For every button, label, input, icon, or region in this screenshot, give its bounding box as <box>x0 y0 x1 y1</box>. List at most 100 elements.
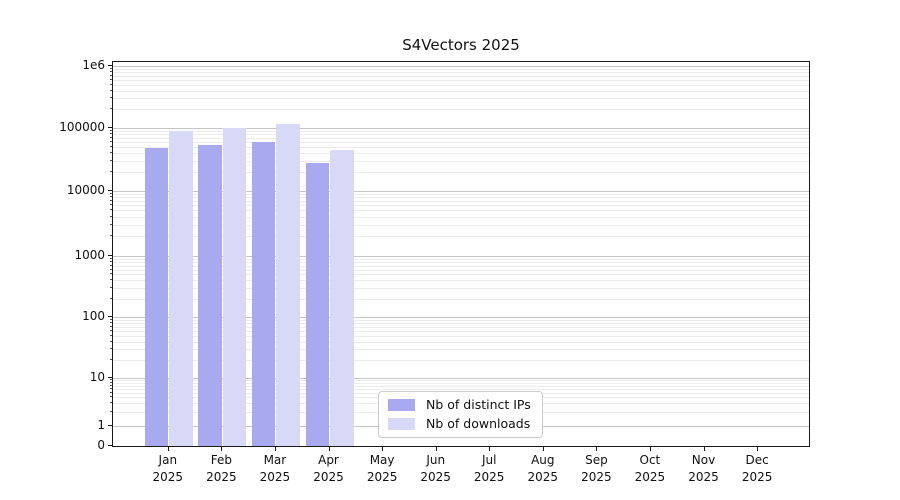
x-month: Jul <box>481 453 497 467</box>
gridline-minor <box>113 137 809 139</box>
y-minor-tick <box>110 129 112 131</box>
y-minor-tick <box>110 279 112 281</box>
x-tick-label-aug: Aug 2025 <box>511 452 575 486</box>
x-tick-label-may: May 2025 <box>350 452 414 486</box>
x-month: Jun <box>426 453 446 467</box>
x-tick-label-apr: Apr 2025 <box>297 452 361 486</box>
y-tick <box>108 425 112 427</box>
x-month: Nov <box>691 453 716 467</box>
gridline-minor <box>113 224 809 226</box>
gridline-minor <box>113 72 809 73</box>
gridline-minor <box>113 193 809 195</box>
gridline-minor <box>113 79 809 81</box>
y-minor-tick <box>110 78 112 80</box>
x-month: Dec <box>745 453 769 467</box>
gridline-major <box>113 256 809 257</box>
y-minor-tick <box>110 396 112 398</box>
gridline-minor <box>113 265 809 267</box>
gridline-minor <box>113 359 809 361</box>
gridline-minor <box>113 130 809 132</box>
x-tick <box>757 447 759 451</box>
gridline-minor <box>113 141 809 143</box>
legend-label-downloads: Nb of downloads <box>426 416 531 431</box>
y-tick-label: 1000 <box>74 248 105 262</box>
y-minor-tick <box>110 71 112 72</box>
y-minor-tick <box>110 264 112 266</box>
gridline-minor <box>113 269 809 271</box>
y-tick-label: 100000 <box>59 119 105 134</box>
y-minor-tick <box>110 74 112 76</box>
gridline-minor <box>113 341 809 343</box>
gridline-minor <box>113 349 809 351</box>
gridline-minor <box>113 205 809 206</box>
legend: Nb of distinct IPs Nb of downloads <box>378 391 543 438</box>
x-tick <box>596 447 598 451</box>
x-tick-label-jul: Jul 2025 <box>457 452 521 486</box>
gridline-minor <box>113 382 809 384</box>
y-minor-tick <box>110 387 112 389</box>
gridline-minor <box>113 385 809 387</box>
gridline-minor <box>113 90 809 92</box>
gridline-major <box>113 378 809 380</box>
gridline-major <box>113 190 809 192</box>
gridline-minor <box>113 216 809 218</box>
gridline-minor <box>113 261 809 263</box>
y-tick <box>108 255 112 256</box>
y-minor-tick <box>110 287 112 288</box>
bar-distinct-ips-apr <box>305 162 329 446</box>
x-year: 2025 <box>634 470 666 484</box>
gridline-minor <box>113 98 809 100</box>
gridline-minor <box>113 200 809 202</box>
y-minor-tick <box>110 132 112 134</box>
x-year: 2025 <box>313 470 344 484</box>
legend-item-distinct-ips: Nb of distinct IPs <box>388 398 531 412</box>
bar-downloads-apr <box>330 149 354 446</box>
x-month: Sep <box>585 453 608 467</box>
x-tick <box>703 447 705 451</box>
plot-area <box>112 61 810 447</box>
y-minor-tick <box>110 340 112 342</box>
x-tick <box>542 447 544 451</box>
y-minor-tick <box>110 97 112 99</box>
gridline-minor <box>113 160 809 162</box>
y-minor-tick <box>110 67 112 69</box>
gridline-minor <box>113 109 809 111</box>
x-year: 2025 <box>206 470 237 484</box>
gridline-minor <box>113 68 809 70</box>
y-minor-tick <box>110 235 112 237</box>
y-tick <box>108 445 112 446</box>
x-month: Apr <box>318 453 339 467</box>
x-month: Aug <box>531 453 555 467</box>
x-tick-label-nov: Nov 2025 <box>672 452 736 486</box>
x-year: 2025 <box>473 470 505 484</box>
y-tick-label: 0 <box>97 438 105 452</box>
y-minor-tick <box>110 384 112 386</box>
y-minor-tick <box>110 322 112 324</box>
x-tick-label-jan: Jan 2025 <box>136 452 200 486</box>
x-year: 2025 <box>420 470 451 484</box>
y-minor-tick <box>110 410 112 412</box>
y-tick <box>108 189 112 191</box>
x-tick <box>167 447 169 451</box>
y-minor-tick <box>110 268 112 270</box>
gridline-minor <box>113 75 809 77</box>
y-minor-tick <box>110 209 112 211</box>
y-tick <box>108 65 112 66</box>
y-minor-tick <box>110 83 112 85</box>
y-tick-label: 10000 <box>66 182 105 197</box>
y-minor-tick <box>110 223 112 225</box>
y-minor-tick <box>110 379 112 381</box>
y-minor-tick <box>110 215 112 217</box>
y-minor-tick <box>110 260 112 262</box>
y-tick-label: 100 <box>82 309 105 324</box>
y-minor-tick <box>110 381 112 383</box>
y-minor-tick <box>110 145 112 147</box>
y-minor-tick <box>110 329 112 331</box>
bar-distinct-ips-feb <box>198 145 222 446</box>
x-tick <box>382 447 384 451</box>
y-minor-tick <box>110 348 112 350</box>
bar-downloads-feb <box>222 127 247 446</box>
gridline-minor <box>113 388 809 390</box>
x-tick <box>489 447 491 451</box>
legend-item-downloads: Nb of downloads <box>388 417 531 431</box>
